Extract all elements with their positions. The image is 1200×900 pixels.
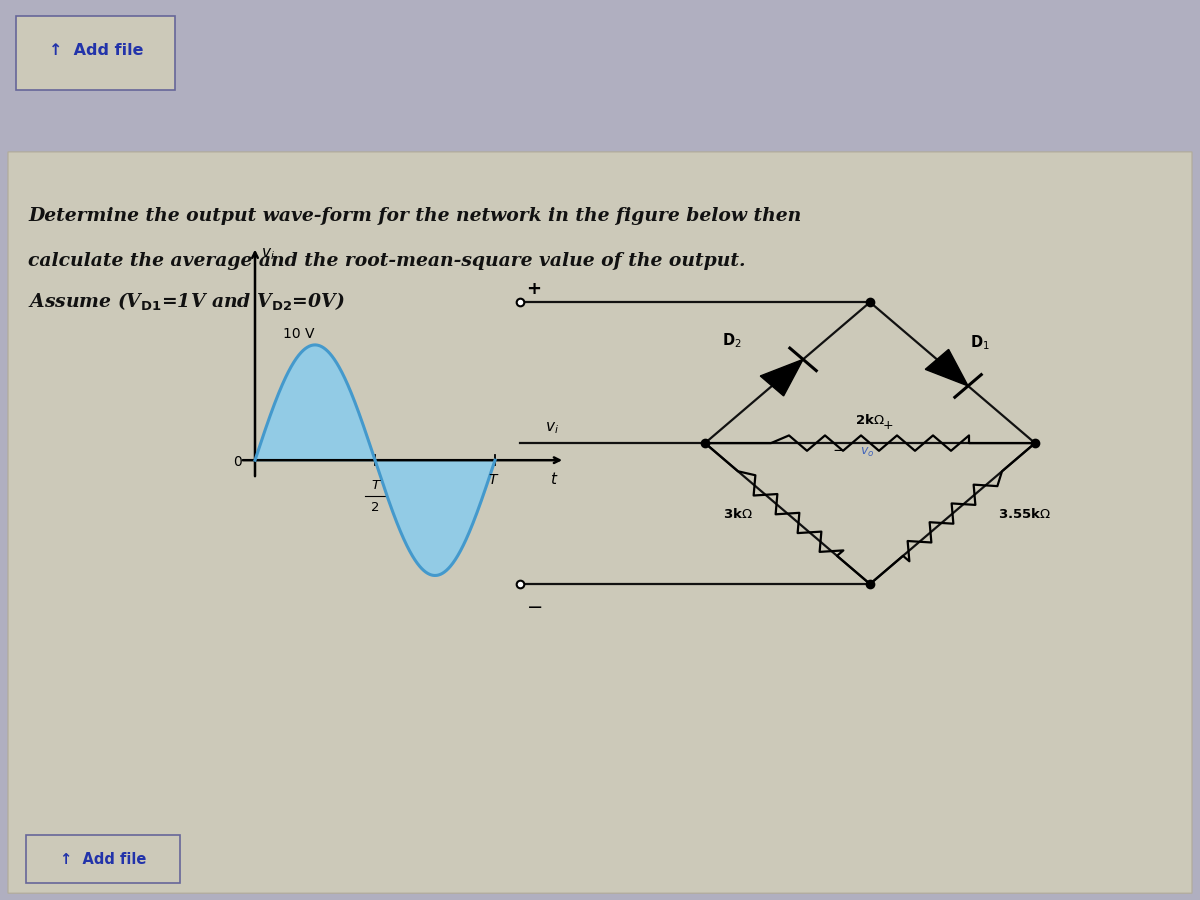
Text: $v_i$: $v_i$ (262, 246, 275, 262)
Text: 3k$\Omega$: 3k$\Omega$ (722, 507, 752, 520)
Text: $t$: $t$ (550, 471, 558, 487)
Polygon shape (761, 359, 803, 396)
Text: ↑  Add file: ↑ Add file (49, 43, 143, 58)
Text: 10 V: 10 V (283, 327, 314, 341)
Text: D$_2$: D$_2$ (722, 331, 742, 350)
Text: $+$: $+$ (882, 419, 893, 432)
Text: 0: 0 (233, 455, 241, 469)
Text: $T$: $T$ (488, 473, 499, 487)
Text: 2k$\Omega$: 2k$\Omega$ (856, 413, 884, 428)
Text: 3.55k$\Omega$: 3.55k$\Omega$ (998, 507, 1051, 520)
Text: T: T (371, 479, 379, 492)
Text: +: + (526, 280, 541, 298)
Text: calculate the average and the root-mean-square value of the output.: calculate the average and the root-mean-… (28, 252, 745, 270)
Text: D$_1$: D$_1$ (971, 333, 990, 352)
Text: 2: 2 (371, 501, 379, 514)
Text: Assume (V$_{\mathbf{D1}}$=1V and V$_{\mathbf{D2}}$=0V): Assume (V$_{\mathbf{D1}}$=1V and V$_{\ma… (28, 292, 344, 313)
Text: $-$: $-$ (832, 441, 845, 456)
FancyBboxPatch shape (8, 152, 1192, 893)
Text: Determine the output wave-form for the network in the figure below then: Determine the output wave-form for the n… (28, 207, 802, 225)
Text: $v_o$: $v_o$ (860, 446, 875, 459)
FancyBboxPatch shape (16, 15, 175, 90)
Text: $v_i$: $v_i$ (545, 420, 559, 436)
Text: ↑  Add file: ↑ Add file (60, 851, 146, 867)
Polygon shape (925, 349, 968, 386)
Text: $-$: $-$ (526, 597, 542, 616)
FancyBboxPatch shape (26, 835, 180, 883)
